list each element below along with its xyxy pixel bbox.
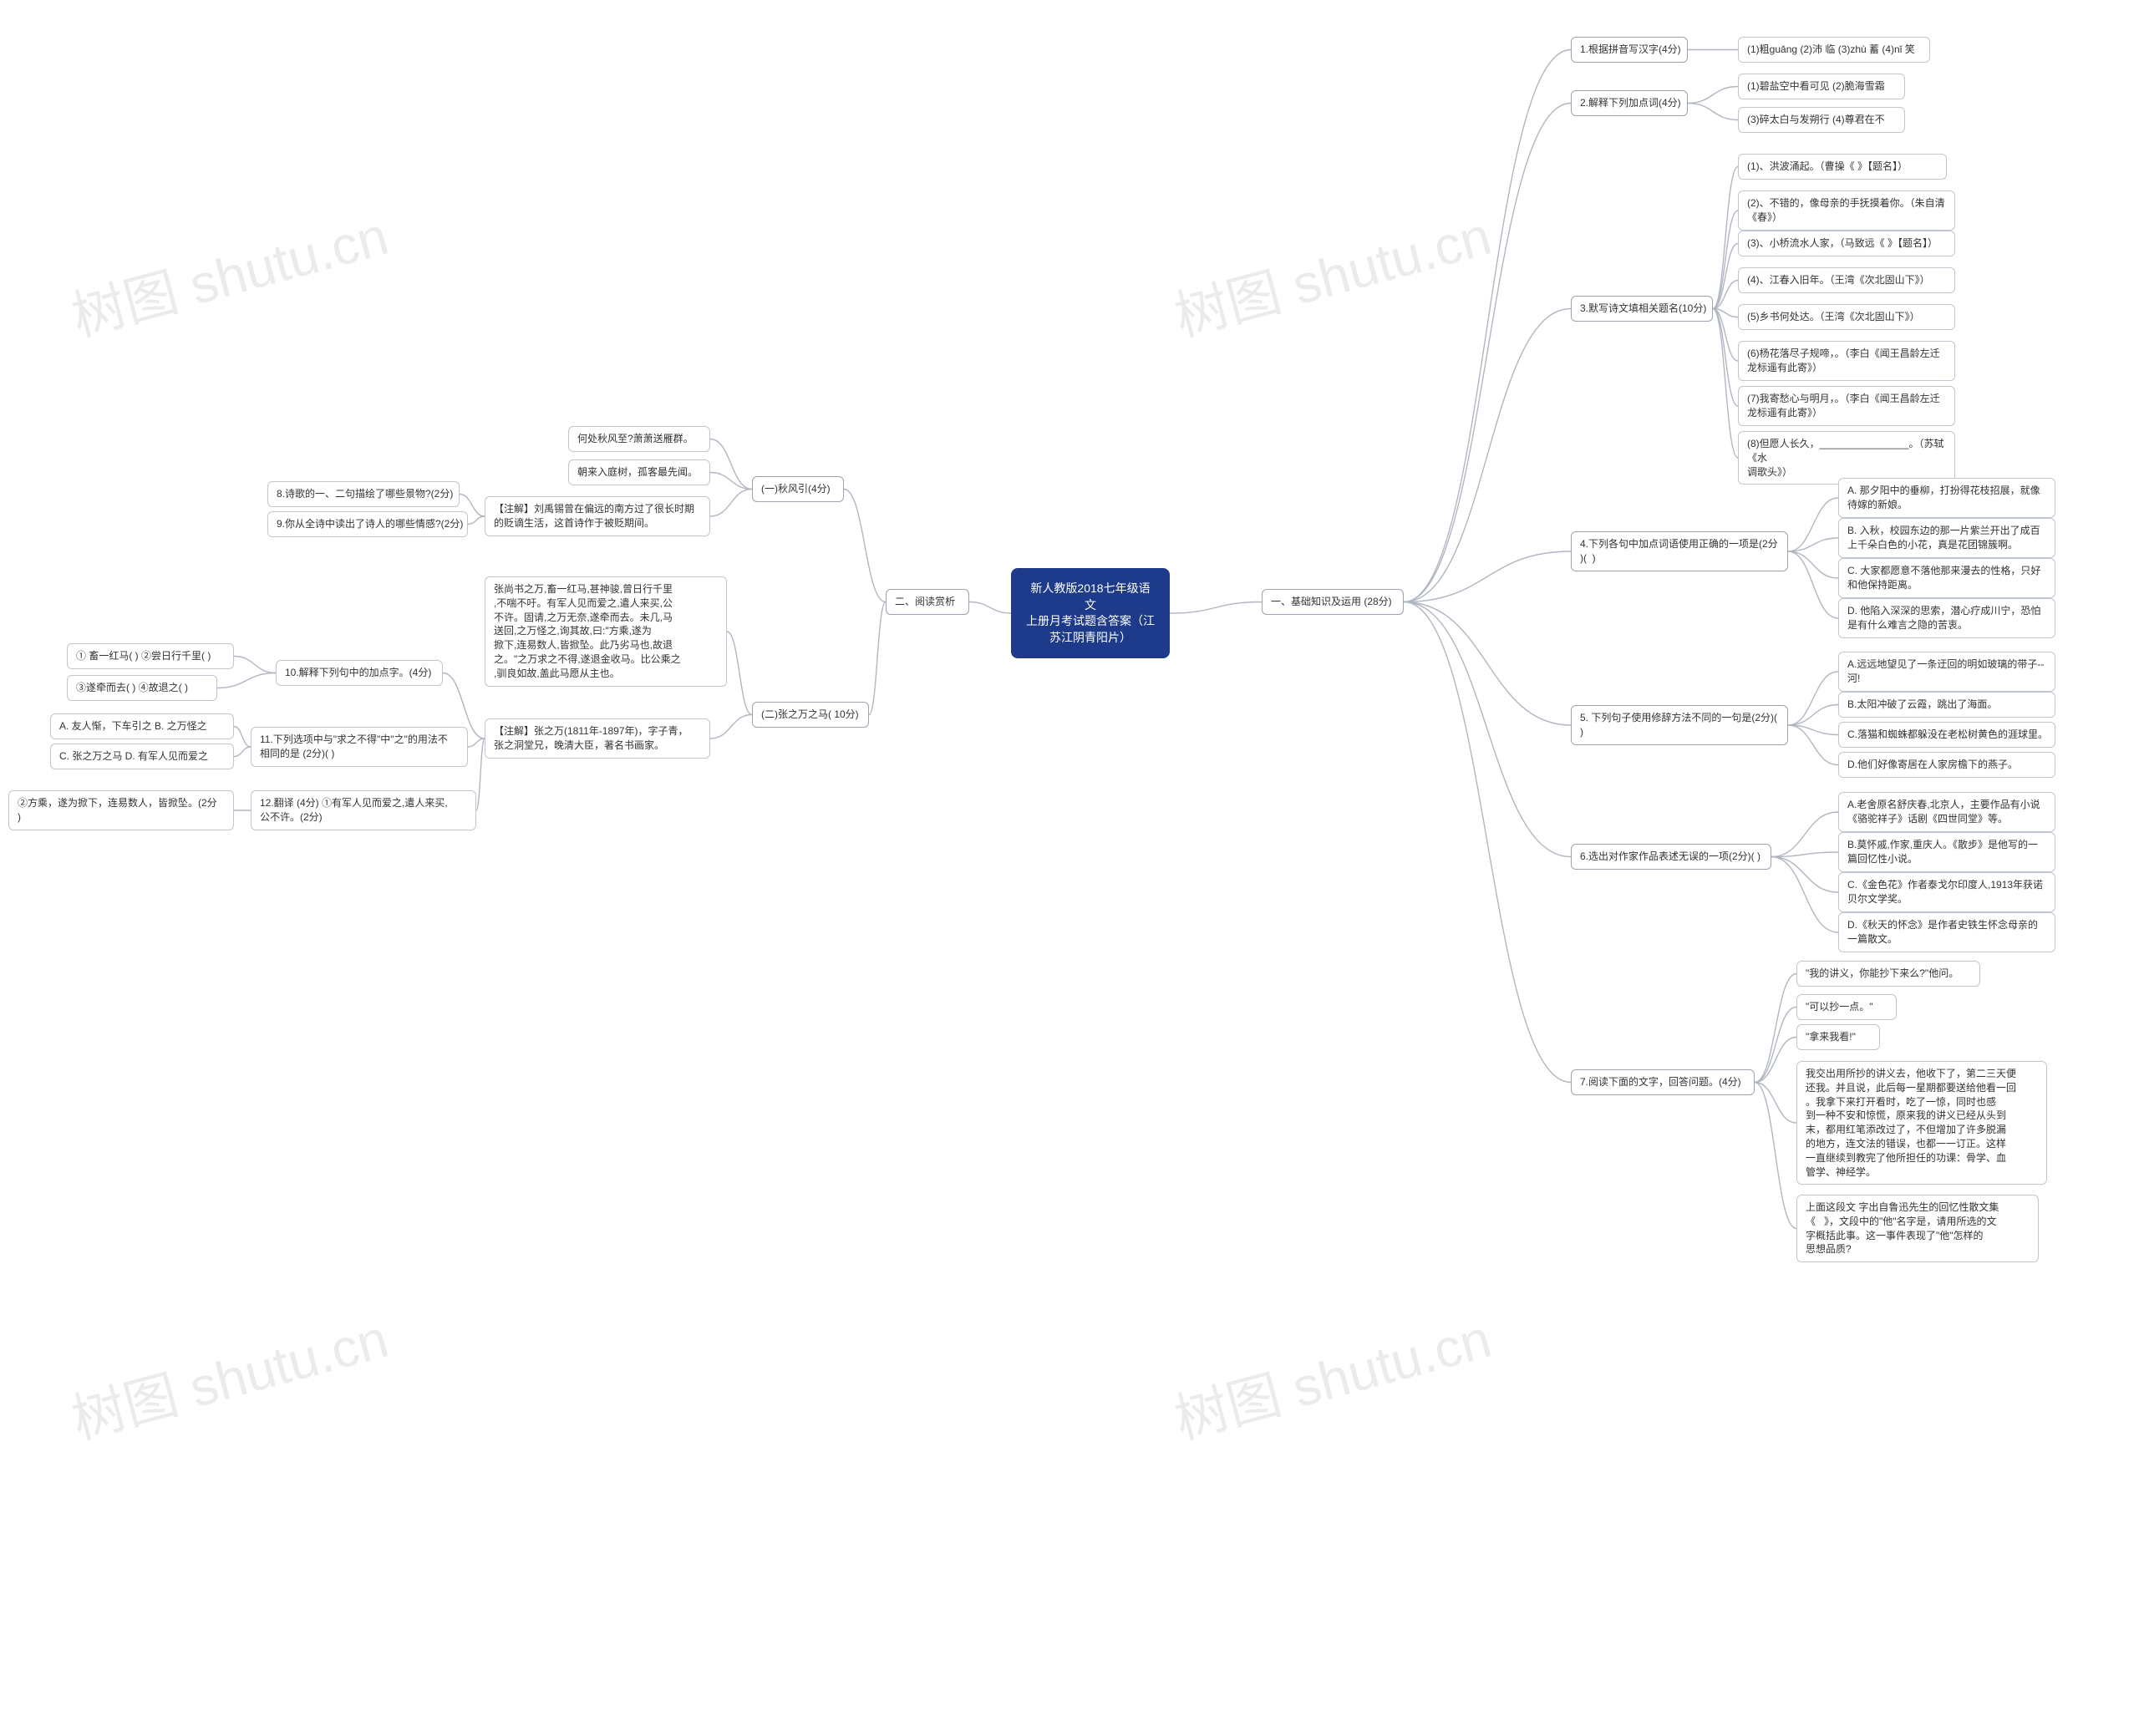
leaf-node: C. 大家都愿意不落他那来漫去的性格，只好 和他保持距离。 (1838, 558, 2055, 598)
leaf-node: 10.解释下列句中的加点字。(4分) (276, 660, 443, 686)
leaf-node: 9.你从全诗中读出了诗人的哪些情感?(2分) (267, 511, 468, 537)
leaf-node: A.远远地望见了一条迂回的明如玻璃的带子-- 河! (1838, 652, 2055, 692)
leaf-node: A. 友人惭，下车引之 B. 之万怪之 (50, 713, 234, 739)
leaf-node: (6)杨花落尽子规啼，。（李白《闻王昌龄左迁 龙标遥有此寄》） (1738, 341, 1955, 381)
leaf-node: (8)但愿人长久，________________。（苏轼《水 调歌头》） (1738, 431, 1955, 485)
leaf-node: D. 他陷入深深的思索，潜心疗成川宁，恐怕 是有什么难言之隐的苦衷。 (1838, 598, 2055, 638)
topic-node: 2.解释下列加点词(4分) (1571, 90, 1688, 116)
leaf-node: (3)、小桥流水人家，（马致远《 》【题名】） (1738, 231, 1955, 256)
leaf-node: (1)、洪波涌起。（曹操《 》【题名】） (1738, 154, 1947, 180)
leaf-node: "我的讲义，你能抄下来么?"他问。 (1796, 961, 1980, 987)
topic-node: (一)秋风引(4分) (752, 476, 844, 502)
leaf-node: 上面这段文 字出自鲁迅先生的回忆性散文集 《 》，文段中的"他"名字是，请用所选… (1796, 1195, 2039, 1262)
leaf-node: 何处秋风至?萧萧送雁群。 (568, 426, 710, 452)
topic-node: 5. 下列句子使用修辞方法不同的一句是(2分)( ) (1571, 705, 1788, 745)
leaf-node: D.他们好像寄居在人家房檐下的燕子。 (1838, 752, 2055, 778)
leaf-node: 12.翻译 (4分) ①有军人见而爱之,遣人来买, 公不许。(2分) (251, 790, 476, 830)
leaf-node: 【注解】张之万(1811年-1897年)，字子青， 张之洞堂兄，晚清大臣，著名书… (485, 718, 710, 759)
leaf-node: D.《秋天的怀念》是作者史铁生怀念母亲的 一篇散文。 (1838, 912, 2055, 952)
leaf-node: ③遂牵而去( ) ④故退之( ) (67, 675, 217, 701)
leaf-node: 11.下列选项中与"求之不得"中"之"的用法不 相同的是 (2分)( ) (251, 727, 468, 767)
leaf-node: 朝来入庭树，孤客最先闻。 (568, 459, 710, 485)
leaf-node: A.老舍原名舒庆春,北京人，主要作品有小说 《骆驼祥子》话剧《四世同堂》等。 (1838, 792, 2055, 832)
topic-node: 7.阅读下面的文字，回答问题。(4分) (1571, 1069, 1755, 1095)
leaf-node: 【注解】刘禹锡曾在偏远的南方过了很长时期 的贬谪生活，这首诗作于被贬期间。 (485, 496, 710, 536)
leaf-node: (1)碧盐空中看可见 (2)脆海雪霜 (1738, 74, 1905, 99)
leaf-node: 张尚书之万,畜一红马,甚神骏,曾日行千里 ,不喘不吁。有军人见而爱之,遣人来买,… (485, 576, 727, 687)
leaf-node: 8.诗歌的一、二句描绘了哪些景物?(2分) (267, 481, 460, 507)
leaf-node: (7)我寄愁心与明月，。（李白《闻王昌龄左迁 龙标遥有此寄》） (1738, 386, 1955, 426)
leaf-node: (2)、不错的，像母亲的手抚摸着你。（朱自清 《春》） (1738, 190, 1955, 231)
topic-node: 6.选出对作家作品表述无误的一项(2分)( ) (1571, 844, 1771, 870)
leaf-node: "可以抄一点。" (1796, 994, 1897, 1020)
mindmap-canvas: 新人教版2018七年级语文 上册月考试题含答案（江 苏江阴青阳片） 一、基础知识及… (0, 0, 2139, 1736)
leaf-node: A. 那夕阳中的垂柳，打扮得花枝招展，就像 待嫁的新娘。 (1838, 478, 2055, 518)
leaf-node: "拿来我看!" (1796, 1024, 1880, 1050)
leaf-node: B.太阳冲破了云霞，跳出了海面。 (1838, 692, 2055, 718)
section-left: 二、阅读赏析 (886, 589, 969, 615)
leaf-node: (3)碎太白与发朔行 (4)尊君在不 (1738, 107, 1905, 133)
leaf-node: (5)乡书何处达。（王湾《次北固山下》） (1738, 304, 1955, 330)
leaf-node: C. 张之万之马 D. 有军人见而爱之 (50, 744, 234, 769)
leaf-node: C.落猫和蜘蛛都躲没在老松树黄色的涯球里。 (1838, 722, 2055, 748)
leaf-node: B.莫怀戚,作家,重庆人。《散步》是他写的一 篇回忆性小说。 (1838, 832, 2055, 872)
leaf-node: (1)粗guǎng (2)沛 临 (3)zhù 蓄 (4)nǐ 笑 (1738, 37, 1930, 63)
section-right: 一、基础知识及运用 (28分) (1262, 589, 1404, 615)
leaf-node: ②方乘，遂为掀下，连易数人，皆掀坠。(2分 ) (8, 790, 234, 830)
leaf-node: 我交出用所抄的讲义去，他收下了，第二三天便 还我。并且说，此后每一星期都要送给他… (1796, 1061, 2047, 1185)
topic-node: 1.根据拼音写汉字(4分) (1571, 37, 1688, 63)
leaf-node: B. 入秋，校园东边的那一片紫兰开出了成百 上千朵白色的小花，真是花团锦簇啊。 (1838, 518, 2055, 558)
leaf-node: ① 畜一红马( ) ②尝日行千里( ) (67, 643, 234, 669)
topic-node: 4.下列各句中加点词语使用正确的一项是(2分 )( ) (1571, 531, 1788, 571)
leaf-node: (4)、江春入旧年。（王湾《次北固山下》） (1738, 267, 1955, 293)
leaf-node: C.《金色花》作者泰戈尔印度人,1913年获诺 贝尔文学奖。 (1838, 872, 2055, 912)
root-node: 新人教版2018七年级语文 上册月考试题含答案（江 苏江阴青阳片） (1011, 568, 1170, 658)
topic-node: 3.默写诗文填相关题名(10分) (1571, 296, 1713, 322)
topic-node: (二)张之万之马( 10分) (752, 702, 869, 728)
